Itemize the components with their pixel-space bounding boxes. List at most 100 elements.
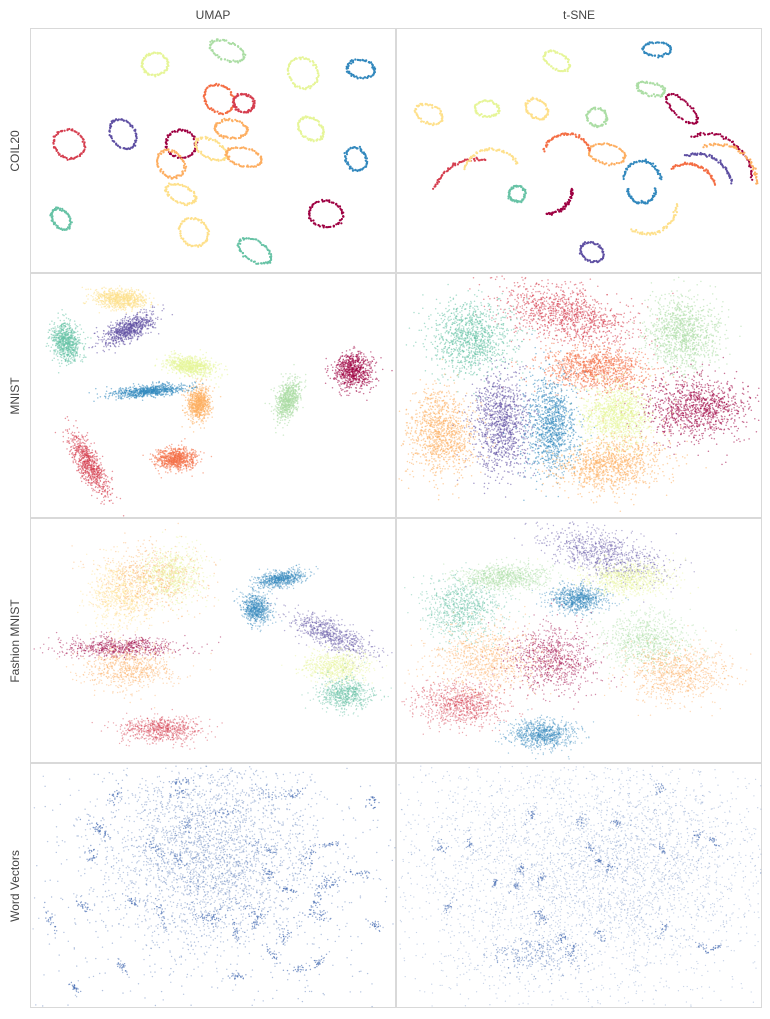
wordvec-umap-fragment-6	[75, 900, 91, 913]
coil20-umap-cluster-18	[236, 237, 273, 265]
wordvec-umap-fragment-37	[68, 981, 82, 993]
wordvec-umap-fragment-18	[145, 838, 166, 860]
wordvec-umap-fragment-13	[179, 818, 197, 843]
fashion-umap-cluster-11	[91, 708, 223, 750]
scatter-panel-coil20-umap	[30, 28, 396, 273]
wordvec-umap-fragment-2	[168, 775, 201, 785]
coil20-tsne-arc-1	[432, 156, 487, 190]
coil20-tsne-ring-11	[587, 142, 627, 167]
wordvec-umap-fragment-25	[170, 851, 192, 873]
wordvec-tsne-fragment-2	[708, 836, 720, 847]
wordvec-umap-fragment-11	[121, 893, 141, 907]
wordvec-tsne-fragment-22	[691, 829, 704, 843]
wordvec-tsne-fragment-25	[433, 838, 450, 854]
coil20-tsne-ring-2	[542, 49, 572, 73]
wordvec-tsne-cluster	[462, 929, 593, 985]
mnist-tsne-cluster-7	[452, 344, 550, 498]
fashion-tsne-cluster-5	[531, 578, 629, 620]
fashion-umap-cluster-3	[77, 546, 182, 649]
wordvec-umap-fragment-26	[313, 953, 328, 969]
coil20-tsne-ring-5	[413, 102, 444, 127]
wordvec-tsne-fragment-3	[557, 933, 567, 942]
coil20-umap-cluster-13	[297, 115, 325, 143]
wordvec-umap-fragment-9	[310, 906, 332, 921]
wordvec-umap-fragment-40	[251, 913, 265, 930]
fashion-umap-cluster-10	[301, 661, 392, 717]
mnist-umap-cluster-3	[45, 308, 92, 374]
coil20-tsne-ring-4	[664, 92, 700, 125]
wordvec-umap-fragment-28	[79, 818, 107, 838]
coil20-umap-cluster-15	[163, 182, 198, 207]
wordvec-tsne-fragment-9	[576, 813, 587, 828]
mnist-umap-cluster-4	[154, 349, 229, 388]
coil20-umap-cluster-8	[202, 82, 236, 116]
scatter-panel-word-vectors-umap	[30, 763, 396, 1008]
wordvec-umap-fragment-32	[232, 918, 241, 945]
fashion-tsne-cluster-9	[583, 625, 752, 717]
mnist-tsne-cluster-9	[554, 366, 677, 457]
coil20-umap-cluster-11	[156, 148, 188, 180]
coil20-umap-cluster-12	[224, 146, 263, 168]
coil20-tsne-ring-6	[473, 99, 501, 118]
coil20-umap-cluster-10	[194, 135, 229, 162]
wordvec-umap-fragment-14	[238, 902, 277, 922]
scatter-plot	[398, 275, 760, 513]
scatter-plot	[45, 285, 393, 517]
wordvec-umap-fragment-5	[107, 783, 123, 806]
mnist-tsne-cluster-4	[502, 329, 687, 412]
coil20-tsne-arc-3	[542, 132, 591, 153]
wordvec-umap-fragment-16	[261, 943, 281, 965]
coil20-umap-cluster-3	[286, 56, 320, 91]
coil20-tsne-arc-6	[683, 151, 733, 185]
row-title-coil20: COIL20	[0, 28, 30, 273]
coil20-tsne-ring-1	[641, 41, 673, 59]
scatter-plot	[398, 765, 762, 1008]
coil20-umap-cluster-16	[177, 217, 211, 248]
mnist-tsne-cluster-1	[469, 275, 674, 364]
scatter-plot	[401, 521, 752, 760]
row-title-fashion-mnist: Fashion MNIST	[0, 518, 30, 763]
wordvec-tsne-fragment-8	[655, 921, 671, 945]
wordvec-umap-fragment-30	[84, 844, 99, 862]
wordvec-tsne-fragment-19	[609, 819, 621, 828]
scatter-panel-fashion-mnist-t-sne	[396, 518, 762, 763]
wordvec-umap-fragment-22	[43, 901, 58, 935]
mnist-tsne-cluster-10	[537, 416, 707, 513]
wordvec-tsne-fragment-23	[567, 942, 577, 962]
wordvec-umap-fragment-27	[314, 841, 347, 848]
wordvec-umap-fragment-24	[365, 918, 381, 933]
coil20-tsne-arc-9	[622, 158, 663, 181]
wordvec-tsne-fragment-7	[695, 941, 710, 954]
row-title-mnist: MNIST	[0, 273, 30, 518]
wordvec-umap-fragment-20	[89, 815, 112, 842]
coil20-umap-cluster-5	[52, 127, 87, 161]
fashion-tsne-cluster-11	[494, 709, 595, 760]
fashion-umap-cluster-4	[33, 631, 222, 661]
wordvec-umap-fragment-31	[197, 905, 229, 928]
fashion-tsne-cluster-1	[513, 521, 695, 603]
column-title-tsne: t-SNE	[396, 8, 762, 22]
fashion-umap-cluster-6	[248, 563, 319, 595]
fashion-umap-cluster-1	[71, 522, 219, 634]
wordvec-tsne-fragment-16	[652, 843, 668, 859]
coil20-umap-cluster-20	[231, 92, 256, 114]
wordvec-tsne-fragment-14	[535, 915, 549, 926]
mnist-umap-cluster-5	[88, 380, 204, 403]
wordvec-umap-fragment-17	[298, 894, 322, 927]
coil20-tsne-arc-2	[463, 147, 519, 171]
wordvec-umap-halo	[33, 765, 396, 1008]
wordvec-umap-fragment-38	[169, 783, 189, 808]
wordvec-tsne-fragment-15	[594, 858, 604, 865]
fashion-tsne-cluster-4	[443, 556, 584, 601]
fashion-umap-cluster-2	[119, 531, 221, 616]
fashion-tsne-cluster-10	[401, 672, 533, 737]
fashion-tsne-cluster-8	[579, 598, 737, 677]
scatter-panel-mnist-umap	[30, 273, 396, 518]
scatter-panel-coil20-t-sne	[396, 28, 762, 273]
coil20-tsne-arc-5	[702, 142, 759, 185]
wordvec-umap-fragment-15	[251, 783, 283, 801]
coil20-umap-cluster-7	[164, 128, 199, 160]
wordvec-tsne-fragment-17	[516, 862, 525, 876]
coil20-tsne-ring-3	[635, 80, 667, 98]
fashion-tsne-cluster-3	[404, 562, 531, 655]
